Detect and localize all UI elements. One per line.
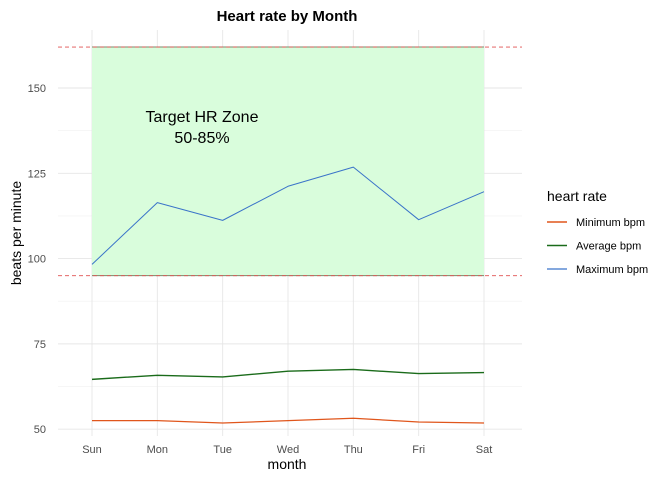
- series-layer: [91, 166, 485, 424]
- y-tick-label: 150: [28, 83, 46, 95]
- target-zone-label: Target HR Zone: [146, 109, 259, 126]
- target-zone-band: [92, 47, 484, 276]
- y-tick-label: 50: [34, 424, 46, 436]
- target-zone-percent-label: 50-85%: [174, 130, 229, 147]
- target-zone-layer: [58, 46, 522, 277]
- y-tick-label: 125: [28, 168, 46, 180]
- x-tick-label: Thu: [344, 444, 363, 456]
- series-line-minimum-bpm: [92, 417, 485, 424]
- y-tick-label: 75: [34, 339, 46, 351]
- x-tick-label: Wed: [277, 444, 299, 456]
- y-axis-title: beats per minute: [8, 181, 24, 285]
- series-line-average-bpm: [91, 368, 485, 381]
- x-tick-label: Tue: [213, 444, 232, 456]
- legend-label: Maximum bpm: [576, 264, 648, 276]
- x-tick-label: Sun: [82, 444, 102, 456]
- x-tick-label: Sat: [476, 444, 493, 456]
- legend-label: Average bpm: [576, 241, 641, 253]
- x-tick-label: Fri: [412, 444, 425, 456]
- legend: heart rate Minimum bpm Average bpm Maximum…: [547, 188, 648, 276]
- series-line-maximum-bpm: [91, 166, 485, 265]
- y-tick-label: 100: [28, 254, 46, 266]
- legend-title: heart rate: [547, 188, 607, 204]
- chart-title: Heart rate by Month: [217, 8, 358, 25]
- tick-layer: 50 75 100 125 150 Sun Mon Tue Wed Thu Fri Sat: [28, 83, 493, 456]
- x-tick-label: Mon: [147, 444, 168, 456]
- legend-label: Minimum bpm: [576, 217, 645, 229]
- x-axis-title: month: [268, 456, 307, 472]
